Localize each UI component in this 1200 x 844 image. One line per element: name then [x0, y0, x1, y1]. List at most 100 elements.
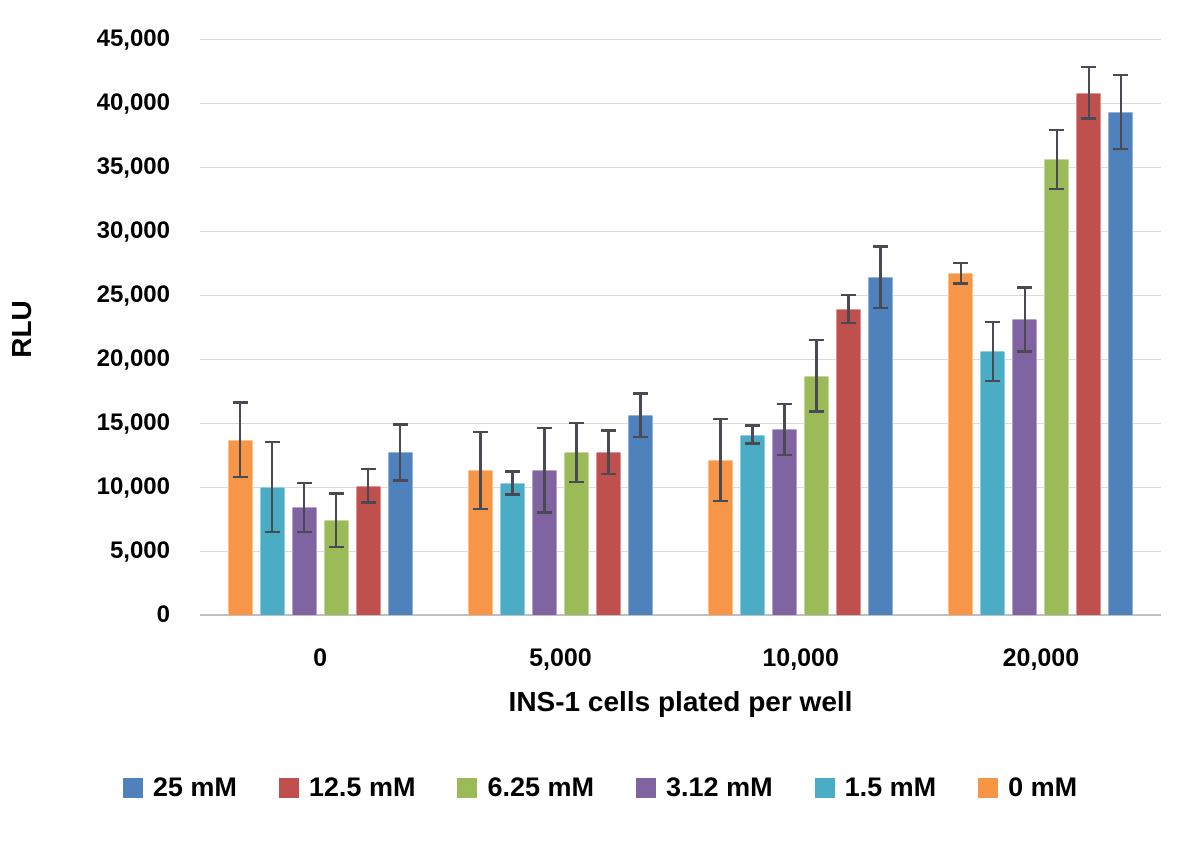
error-bar-cap — [809, 410, 825, 413]
error-bar-cap — [953, 282, 969, 285]
error-bar-cap — [360, 501, 376, 504]
x-tick-label: 5,000 — [529, 644, 592, 672]
error-bar-cap — [1017, 350, 1033, 353]
error-bar-cap — [392, 423, 408, 426]
error-bar-cap — [568, 421, 584, 425]
error-bar — [511, 471, 514, 495]
error-bar — [879, 246, 882, 308]
y-tick-label: 15,000 — [96, 409, 170, 436]
legend-label: 12.5 mM — [308, 772, 416, 802]
bar — [740, 434, 766, 615]
error-bar — [783, 403, 786, 455]
gridline — [200, 102, 1161, 104]
error-bar-cap — [1081, 117, 1097, 120]
error-bar-cap — [713, 417, 729, 421]
error-bar — [302, 483, 306, 532]
error-bar-cap — [328, 492, 344, 495]
legend-label: 1.5 mM — [844, 772, 937, 802]
y-tick-label: 25,000 — [96, 281, 170, 308]
error-bar-cap — [536, 511, 552, 514]
legend-label: 6.25 mM — [487, 772, 595, 802]
bar — [627, 415, 653, 615]
error-bar — [1087, 67, 1091, 119]
error-bar-cap — [1113, 147, 1129, 151]
error-bar-cap — [632, 392, 648, 395]
error-bar-cap — [713, 499, 729, 503]
bar — [836, 309, 862, 615]
gridline — [200, 294, 1161, 296]
legend: 25 mM 12.5 mM 6.25 mM 3.12 mM 1.5 mM 0 mM — [0, 772, 1200, 803]
x-tick-label: 0 — [313, 644, 328, 672]
error-bar-cap — [504, 493, 520, 496]
error-bar — [366, 469, 370, 503]
bar — [804, 375, 830, 615]
legend-item: 6.25 mM — [457, 772, 594, 803]
legend-swatch — [978, 777, 999, 798]
bar — [948, 273, 974, 615]
error-bar — [607, 430, 610, 475]
x-tick-label: 20,000 — [1002, 644, 1080, 672]
y-tick-label: 0 — [156, 601, 170, 628]
error-bar-cap — [745, 442, 761, 445]
bar — [868, 277, 894, 615]
legend-swatch — [278, 777, 299, 798]
error-bar — [1119, 74, 1123, 150]
error-bar-cap — [264, 530, 280, 534]
error-bar-cap — [600, 472, 616, 476]
bar — [595, 452, 621, 615]
error-bar-cap — [1049, 187, 1065, 190]
error-bar-cap — [504, 470, 520, 473]
error-bar — [991, 321, 995, 381]
legend-item: 25 mM — [122, 772, 237, 803]
y-tick-label: 45,000 — [96, 25, 170, 52]
error-bar — [1023, 287, 1027, 352]
gridline — [200, 38, 1161, 40]
error-bar-cap — [745, 424, 761, 427]
bar — [772, 429, 798, 615]
y-tick-label: 40,000 — [96, 89, 170, 116]
bar — [355, 485, 381, 615]
error-bar — [959, 263, 963, 284]
error-bar — [1055, 129, 1059, 189]
bar — [1076, 92, 1102, 615]
bar — [980, 351, 1006, 615]
y-tick-label: 35,000 — [96, 153, 170, 180]
error-bar — [543, 428, 546, 513]
legend-item: 0 mM — [978, 772, 1077, 803]
bar — [1044, 159, 1070, 615]
error-bar — [751, 425, 754, 444]
gridline — [200, 550, 1161, 552]
y-tick-label: 10,000 — [96, 473, 170, 500]
error-bar-cap — [536, 426, 552, 430]
error-bar — [334, 493, 338, 548]
x-axis-title: INS-1 cells plated per well — [508, 686, 853, 717]
x-tick-label: 10,000 — [762, 644, 839, 672]
legend-label: 25 mM — [152, 772, 237, 802]
legend-item: 1.5 mM — [814, 772, 937, 803]
y-tick-label: 30,000 — [96, 217, 170, 244]
error-bar — [238, 402, 242, 477]
error-bar-cap — [360, 467, 376, 471]
legend-swatch — [122, 777, 143, 798]
error-bar — [575, 423, 578, 482]
error-bar-cap — [568, 480, 584, 484]
error-bar-cap — [953, 261, 969, 265]
error-bar — [639, 393, 642, 438]
error-bar — [398, 424, 402, 481]
error-bar-cap — [1113, 73, 1129, 77]
error-bar — [719, 419, 722, 502]
x-axis-line — [200, 614, 1161, 616]
gridline — [200, 230, 1161, 232]
error-bar-cap — [392, 479, 408, 482]
error-bar-cap — [472, 507, 488, 510]
gridline — [200, 486, 1161, 488]
error-bar-cap — [296, 481, 312, 485]
gridline — [200, 422, 1161, 424]
legend-swatch — [814, 777, 835, 798]
gridline — [200, 358, 1161, 360]
error-bar-cap — [841, 293, 857, 297]
error-bar-cap — [264, 440, 280, 444]
error-bar — [270, 442, 274, 532]
legend-label: 3.12 mM — [666, 772, 773, 802]
